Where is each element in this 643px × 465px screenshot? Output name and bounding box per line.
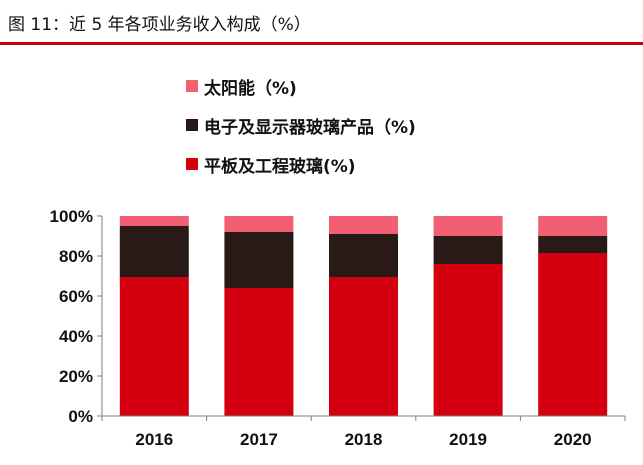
x-tick-label: 2019 (449, 430, 487, 449)
y-tick-label: 20% (59, 367, 93, 386)
y-tick-label: 40% (59, 327, 93, 346)
chart-legend: 太阳能（%) 电子及显示器玻璃产品（%) 平板及工程玻璃(%) (186, 76, 416, 193)
bar-2020-electronic-glass (538, 236, 608, 253)
legend-label-solar: 太阳能（%) (204, 78, 297, 99)
bar-2020-solar (538, 216, 608, 236)
legend-swatch-solar (186, 80, 198, 92)
bar-2018-flat-glass (329, 277, 398, 416)
bar-2016-electronic-glass (119, 226, 189, 277)
figure-caption: 图 11：近 5 年各项业务收入构成（%） (8, 15, 311, 35)
bar-2017-solar (224, 216, 294, 232)
legend-item-flat-glass: 平板及工程玻璃(%) (186, 154, 416, 177)
x-tick-label: 2017 (240, 430, 278, 449)
bar-2019-solar (433, 216, 503, 236)
caption-rule (0, 42, 643, 45)
bar-2016-flat-glass (119, 277, 189, 416)
bar-2018-solar (329, 216, 398, 234)
legend-label-flat-glass: 平板及工程玻璃(%) (204, 156, 356, 177)
legend-swatch-flat-glass (186, 158, 198, 170)
y-tick-label: 0% (68, 407, 93, 426)
legend-label-electronic-glass: 电子及显示器玻璃产品（%) (204, 117, 416, 138)
bar-2016-solar (119, 216, 189, 226)
legend-item-electronic-glass: 电子及显示器玻璃产品（%) (186, 115, 416, 138)
legend-item-solar: 太阳能（%) (186, 76, 416, 99)
y-tick-label: 60% (59, 287, 93, 306)
bar-2019-flat-glass (433, 264, 503, 416)
y-tick-label: 100% (50, 207, 93, 226)
x-tick-label: 2020 (554, 430, 592, 449)
bar-2017-electronic-glass (224, 232, 294, 288)
bar-2018-electronic-glass (329, 234, 398, 277)
x-tick-label: 2018 (345, 430, 383, 449)
bar-2017-flat-glass (224, 288, 294, 416)
x-tick-label: 2016 (135, 430, 173, 449)
y-tick-label: 80% (59, 247, 93, 266)
bar-2019-electronic-glass (433, 236, 503, 264)
legend-swatch-electronic-glass (186, 119, 198, 131)
bar-2020-flat-glass (538, 253, 608, 416)
